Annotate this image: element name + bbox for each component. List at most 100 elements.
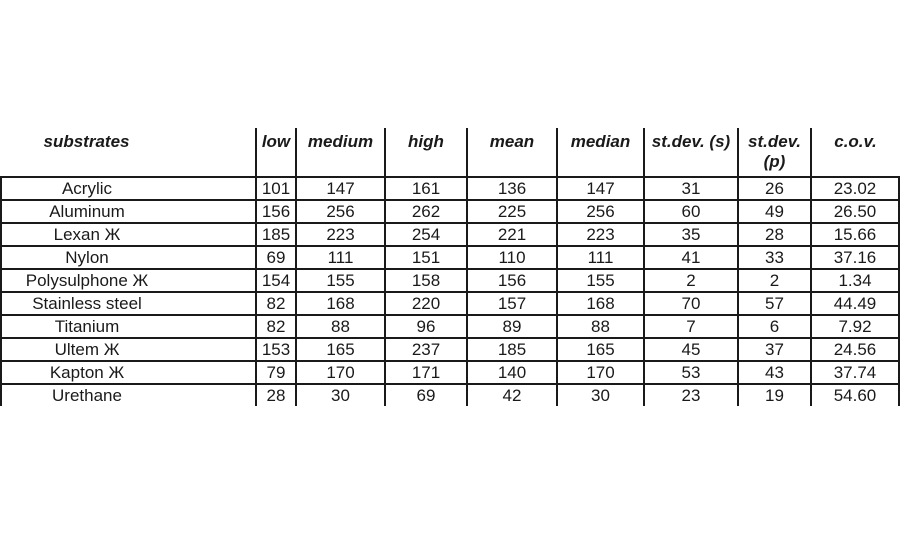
value-cell: 54.60 [810,383,900,406]
value-cell: 30 [295,383,386,406]
substrate-name-cell: Aluminum [0,199,257,224]
value-cell: 171 [384,360,468,385]
substrate-name-cell: Titanium [0,314,257,339]
value-cell: 225 [466,199,558,224]
table-row: Stainless steel 82 168 220 157 168 70 57 44.49 [0,291,900,316]
value-cell: 170 [556,360,645,385]
value-cell: 45 [643,337,739,362]
value-cell: 6 [737,314,812,339]
column-header-medium: medium [295,128,386,178]
value-cell: 30 [556,383,645,406]
column-header-cov: c.o.v. [810,128,899,178]
value-cell: 154 [255,268,297,293]
value-cell: 111 [556,245,645,270]
value-cell: 89 [466,314,558,339]
substrates-stats-table: substrates low medium high mean median s… [0,128,900,406]
substrate-name-cell: Ultem Ж [0,337,257,362]
value-cell: 82 [255,291,297,316]
value-cell: 28 [255,383,297,406]
value-cell: 44.49 [810,291,900,316]
substrate-name-cell: Stainless steel [0,291,257,316]
table-row: Kapton Ж 79 170 171 140 170 53 43 37.74 [0,360,900,385]
value-cell: 155 [295,268,386,293]
column-header-low: low [255,128,297,178]
column-header-median: median [556,128,645,178]
value-cell: 60 [643,199,739,224]
value-cell: 49 [737,199,812,224]
value-cell: 221 [466,222,558,247]
column-header-stdev-s: st.dev. (s) [643,128,739,178]
value-cell: 185 [466,337,558,362]
value-cell: 28 [737,222,812,247]
value-cell: 155 [556,268,645,293]
value-cell: 156 [466,268,558,293]
value-cell: 88 [295,314,386,339]
value-cell: 157 [466,291,558,316]
value-cell: 69 [384,383,468,406]
value-cell: 7.92 [810,314,900,339]
value-cell: 165 [556,337,645,362]
value-cell: 140 [466,360,558,385]
value-cell: 185 [255,222,297,247]
value-cell: 136 [466,176,558,201]
value-cell: 170 [295,360,386,385]
value-cell: 110 [466,245,558,270]
table-row: Titanium 82 88 96 89 88 7 6 7.92 [0,314,900,339]
value-cell: 220 [384,291,468,316]
value-cell: 153 [255,337,297,362]
value-cell: 88 [556,314,645,339]
value-cell: 57 [737,291,812,316]
value-cell: 158 [384,268,468,293]
substrate-name-cell: Kapton Ж [0,360,257,385]
value-cell: 151 [384,245,468,270]
column-header-high: high [384,128,468,178]
table-row: Ultem Ж 153 165 237 185 165 45 37 24.56 [0,337,900,362]
substrate-name-cell: Nylon [0,245,257,270]
table-body: Acrylic 101 147 161 136 147 31 26 23.02 Aluminum 1… [0,176,900,406]
value-cell: 43 [737,360,812,385]
table-row: Urethane 28 30 69 42 30 23 19 54.60 [0,383,900,406]
substrate-name-cell: Urethane [0,383,257,406]
value-cell: 168 [295,291,386,316]
value-cell: 96 [384,314,468,339]
value-cell: 223 [295,222,386,247]
value-cell: 15.66 [810,222,900,247]
value-cell: 23 [643,383,739,406]
substrate-name-cell: Lexan Ж [0,222,257,247]
value-cell: 7 [643,314,739,339]
value-cell: 1.34 [810,268,900,293]
value-cell: 33 [737,245,812,270]
value-cell: 79 [255,360,297,385]
column-header-stdev-p: st.dev. (p) [737,128,812,178]
value-cell: 26 [737,176,812,201]
value-cell: 2 [643,268,739,293]
value-cell: 256 [556,199,645,224]
value-cell: 69 [255,245,297,270]
table-row: Polysulphone Ж 154 155 158 156 155 2 2 1.34 [0,268,900,293]
header-row: substrates low medium high mean median s… [1,128,899,178]
column-header-mean: mean [466,128,558,178]
value-cell: 223 [556,222,645,247]
column-header-substrates: substrates [1,128,257,178]
value-cell: 254 [384,222,468,247]
value-cell: 147 [556,176,645,201]
value-cell: 31 [643,176,739,201]
value-cell: 156 [255,199,297,224]
value-cell: 37.74 [810,360,900,385]
value-cell: 26.50 [810,199,900,224]
value-cell: 256 [295,199,386,224]
value-cell: 37.16 [810,245,900,270]
substrate-name-cell: Polysulphone Ж [0,268,257,293]
value-cell: 42 [466,383,558,406]
table-row: Nylon 69 111 151 110 111 41 33 37.16 [0,245,900,270]
value-cell: 37 [737,337,812,362]
value-cell: 24.56 [810,337,900,362]
value-cell: 41 [643,245,739,270]
value-cell: 70 [643,291,739,316]
table-row: Lexan Ж 185 223 254 221 223 35 28 15.66 [0,222,900,247]
value-cell: 101 [255,176,297,201]
value-cell: 53 [643,360,739,385]
table-row: Aluminum 156 256 262 225 256 60 49 26.50 [0,199,900,224]
value-cell: 165 [295,337,386,362]
substrate-name-cell: Acrylic [0,176,257,201]
